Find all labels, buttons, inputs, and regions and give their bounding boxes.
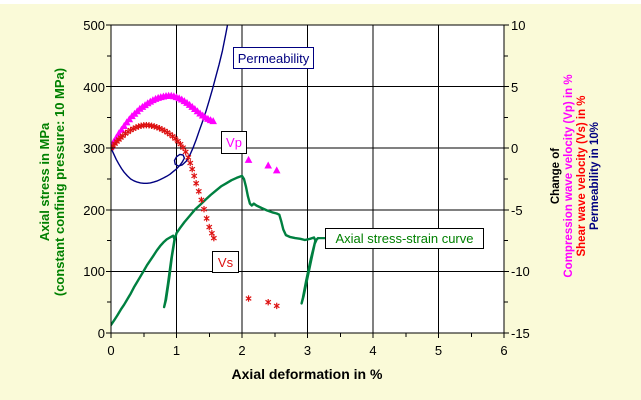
top-margin-strip [0, 0, 641, 4]
permeability-callout: Permeability [233, 47, 314, 69]
right-tick-label: 10 [511, 18, 526, 33]
left-tick-label: 200 [83, 202, 105, 218]
left-tick-label: 0 [97, 326, 105, 341]
left-tick-label: 500 [83, 18, 105, 33]
vp-callout: Vp [221, 131, 247, 154]
right-tick-label: 5 [511, 79, 519, 95]
x-tick-label: 4 [369, 343, 377, 358]
right-axis-title-vp: Compression wave velocity (Vp) in % [563, 74, 575, 278]
x-tick-label: 6 [500, 343, 508, 358]
left-tick-label: 400 [83, 79, 105, 95]
left-axis-title: Axial stress in MPa (constant confinig p… [37, 22, 69, 342]
x-tick-label: 3 [303, 343, 312, 358]
x-tick-label: 2 [238, 343, 246, 358]
vs-callout: Vs [212, 251, 239, 273]
x-axis-title: Axial deformation in % [231, 366, 383, 382]
right-tick-label: -5 [511, 202, 523, 218]
right-axis-title-permeability: Permeability in 10% [589, 121, 601, 231]
right-tick-label: 0 [511, 141, 519, 157]
stress-strain-callout: Axial stress-strain curve [325, 228, 484, 249]
x-tick-label: 0 [107, 343, 115, 358]
right-axis-title-vs: Shear wave velocity (Vs) in % [576, 95, 588, 257]
right-axis-title-change-of: Change of [550, 147, 562, 205]
left-axis-title-line2: (constant confinig pressure: 10 MPa) [52, 67, 67, 297]
right-tick-label: -10 [511, 264, 530, 280]
x-tick-label: 1 [172, 343, 181, 358]
right-axis-title: Change of Compression wave velocity (Vp)… [550, 26, 602, 326]
left-axis-title-line1: Axial stress in MPa [37, 122, 52, 242]
right-tick-label: -15 [511, 326, 530, 341]
left-tick-label: 300 [83, 141, 105, 157]
x-tick-label: 5 [434, 343, 443, 358]
left-tick-label: 100 [83, 264, 105, 280]
